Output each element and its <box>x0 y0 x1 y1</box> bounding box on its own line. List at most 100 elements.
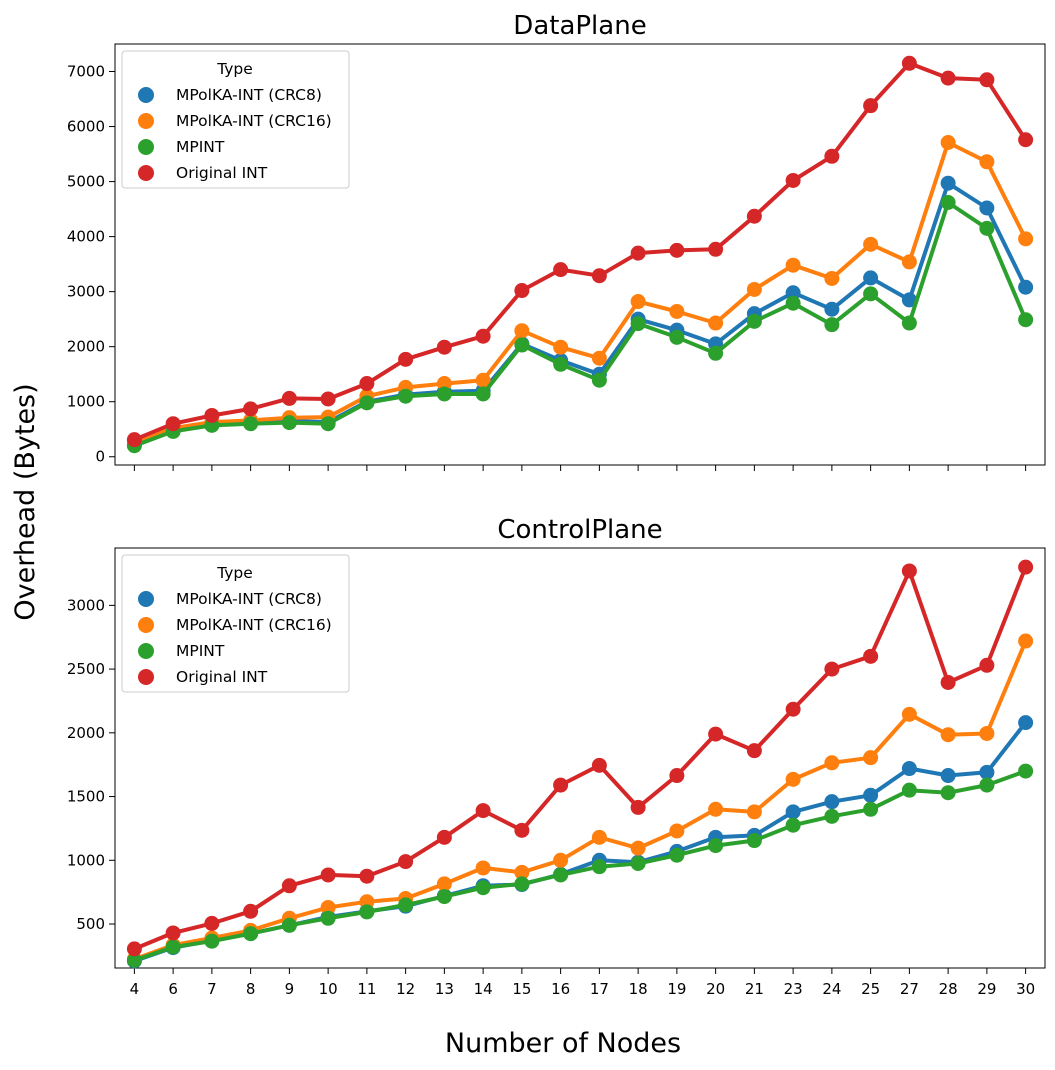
data-point <box>436 889 452 905</box>
y-tick-label: 1000 <box>67 851 105 869</box>
legend-label: Original INT <box>176 164 268 182</box>
y-tick-label: 2500 <box>67 660 105 678</box>
data-point <box>436 876 452 892</box>
data-point <box>1018 312 1034 328</box>
data-point <box>669 768 685 784</box>
data-point <box>398 388 414 404</box>
data-point <box>475 328 491 344</box>
data-point <box>281 415 297 431</box>
data-point <box>591 757 607 773</box>
data-point <box>359 376 375 392</box>
data-point <box>669 329 685 345</box>
data-point <box>785 771 801 787</box>
legend-label: Original INT <box>176 668 268 686</box>
x-tick-label: 20 <box>706 980 725 998</box>
series-original-int <box>126 55 1034 448</box>
data-point <box>746 281 762 297</box>
data-point <box>785 285 801 301</box>
data-point <box>785 257 801 273</box>
data-point <box>785 701 801 717</box>
data-point <box>746 804 762 820</box>
data-point <box>708 801 724 817</box>
data-point <box>630 840 646 856</box>
data-point <box>785 295 801 311</box>
y-tick-label: 2000 <box>67 724 105 742</box>
x-tick-label: 25 <box>861 980 880 998</box>
plot-frame <box>114 43 1046 466</box>
data-point <box>785 804 801 820</box>
data-point <box>1018 763 1034 779</box>
data-point <box>979 657 995 673</box>
data-point <box>708 241 724 257</box>
data-point <box>863 98 879 114</box>
data-point <box>475 372 491 388</box>
data-point <box>669 847 685 863</box>
y-tick-label: 1500 <box>67 788 105 806</box>
data-point <box>940 175 956 191</box>
x-tick-label: 24 <box>822 980 841 998</box>
data-point <box>824 755 840 771</box>
data-point <box>824 808 840 824</box>
x-tick-label: 18 <box>629 980 648 998</box>
data-point <box>320 416 336 432</box>
data-point <box>746 313 762 329</box>
data-point <box>320 910 336 926</box>
data-point <box>204 407 220 423</box>
data-point <box>863 750 879 766</box>
x-tick-label: 17 <box>590 980 609 998</box>
series-mpint <box>126 194 1034 454</box>
data-point <box>359 904 375 920</box>
legend: Type MPolKA-INT (CRC8) MPolKA-INT (CRC16) M… <box>121 50 350 189</box>
data-point <box>901 761 917 777</box>
data-point <box>553 852 569 868</box>
data-point <box>475 386 491 402</box>
legend-title: Type <box>216 60 253 78</box>
data-point <box>901 315 917 331</box>
data-point <box>901 292 917 308</box>
data-point <box>940 785 956 801</box>
data-point <box>436 376 452 392</box>
y-tick-label: 3000 <box>67 596 105 614</box>
data-point <box>901 706 917 722</box>
legend-title: Type <box>216 564 253 582</box>
x-tick-label: 7 <box>207 980 217 998</box>
data-point <box>553 777 569 793</box>
data-point <box>669 303 685 319</box>
legend-label: MPolKA-INT (CRC16) <box>176 112 332 130</box>
data-point <box>979 72 995 88</box>
data-point <box>630 316 646 332</box>
data-point <box>940 674 956 690</box>
y-tick-label: 5000 <box>67 173 105 191</box>
data-point <box>165 416 181 432</box>
data-point <box>940 194 956 210</box>
data-point <box>436 829 452 845</box>
x-tick-label: 29 <box>977 980 996 998</box>
legend: Type MPolKA-INT (CRC8) MPolKA-INT (CRC16) M… <box>121 554 350 693</box>
legend-marker <box>138 669 154 685</box>
legend-label: MPolKA-INT (CRC8) <box>176 86 322 104</box>
data-point <box>126 941 142 957</box>
data-point <box>591 268 607 284</box>
data-point <box>514 876 530 892</box>
data-point <box>708 315 724 331</box>
data-point <box>630 245 646 261</box>
data-point <box>165 925 181 941</box>
data-point <box>514 822 530 838</box>
data-point <box>1018 633 1034 649</box>
y-tick-label: 1000 <box>67 393 105 411</box>
data-point <box>863 286 879 302</box>
chart-title: ControlPlane <box>497 515 662 545</box>
data-point <box>785 172 801 188</box>
chart-title: DataPlane <box>513 11 646 41</box>
panel-controlplane: ControlPlane 500 1000 1500 2000 2500 3000 4 6 7 8 9… <box>67 515 1046 998</box>
plot-frame <box>114 547 1046 969</box>
data-point <box>359 868 375 884</box>
data-point <box>824 317 840 333</box>
legend-box <box>121 50 350 189</box>
x-tick-label: 30 <box>1016 980 1035 998</box>
data-point <box>979 764 995 780</box>
data-point <box>398 351 414 367</box>
data-point <box>746 208 762 224</box>
data-point <box>591 829 607 845</box>
